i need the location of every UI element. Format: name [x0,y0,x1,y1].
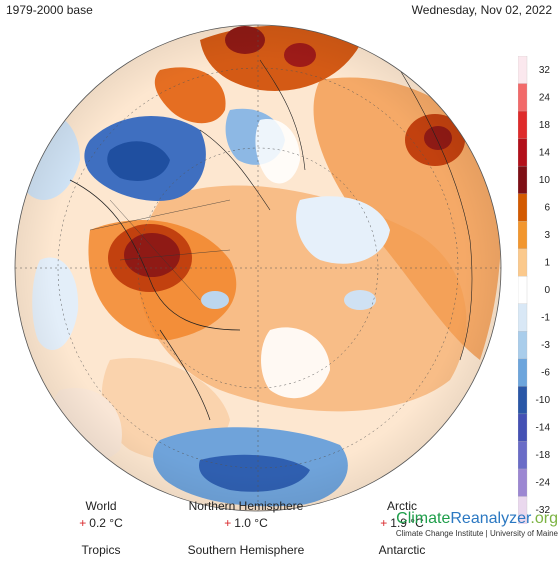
legend-tick-label: 24 [539,92,551,103]
stat-world-label: World [85,499,117,513]
temperature-anomaly-legend: 32 24 18 14 10 6 3 1 0 -1 -3 -6 -10 -14 -18 -24 -32 [517,55,554,525]
legend-swatch [517,468,528,498]
legend-swatch [517,331,528,360]
legend-swatch [517,221,528,250]
stat-sh-label: Southern Hemisphere [187,543,305,557]
legend-tick-label: -1 [541,313,550,324]
legend-tick-label: 6 [544,202,550,213]
legend-tick-label: -6 [541,368,550,379]
legend-swatch [517,358,528,388]
stat-arctic-value: 1.9 °C [390,516,424,530]
legend-swatch [517,413,528,443]
legend-tick-label: 1 [544,257,550,268]
stat-world-sign: + [79,516,87,530]
stat-tropics-label: Tropics [81,543,121,557]
stat-world: World +0.2 °C [46,499,156,530]
legend-tick-label: 10 [539,175,551,186]
stat-arctic-label: Arctic [387,499,417,513]
stat-nh-label: Northern Hemisphere [188,499,304,513]
brand-logo-part1: Climate [396,510,451,527]
stat-antarctic-label: Antarctic [378,543,426,557]
base-period-label: 1979-2000 base [6,3,93,17]
brand-logo-part2: Reanalyzer [450,510,531,527]
legend-swatch [517,165,528,195]
legend-tick-label: -24 [536,478,551,489]
stat-northern-hemisphere: Northern Hemisphere +1.0 °C [176,499,316,530]
legend-tick-label: -14 [536,423,551,434]
stat-nh-value: 1.0 °C [234,516,268,530]
brand-subtitle: Climate Change Institute | University of… [395,529,558,538]
legend-swatch [517,303,528,332]
stat-nh-sign: + [224,516,232,530]
legend-tick-label: 3 [544,230,550,241]
legend-swatch [517,83,528,112]
climate-reanalyzer-branding: ClimateReanalyzer.org Climate Change Ins… [384,510,558,540]
legend-swatch [517,138,528,167]
legend-tick-label: 0 [544,285,550,296]
stat-arctic-sign: + [380,516,388,530]
legend-swatch [517,193,528,222]
legend-swatch [517,55,528,85]
legend-tick-label: -32 [536,505,551,516]
legend-swatch [517,248,528,277]
legend-tick-label: 18 [539,120,551,131]
legend-tick-label: -10 [536,395,551,406]
legend-tick-label: -18 [536,450,551,461]
legend-tick-label: 32 [539,65,551,76]
legend-tick-label: -3 [541,340,550,351]
legend-tick-label: 14 [539,147,551,158]
brand-logo-part3: .org [530,510,558,527]
date-label: Wednesday, Nov 02, 2022 [411,3,552,17]
stat-world-value: 0.2 °C [89,516,123,530]
legend-swatch [517,276,528,305]
brand-logo: ClimateReanalyzer.org [384,510,558,528]
legend-swatch [517,110,528,140]
legend-swatch [517,441,528,470]
legend-swatch [517,386,528,415]
stat-arctic: Arctic +1.9 °C [352,499,452,530]
